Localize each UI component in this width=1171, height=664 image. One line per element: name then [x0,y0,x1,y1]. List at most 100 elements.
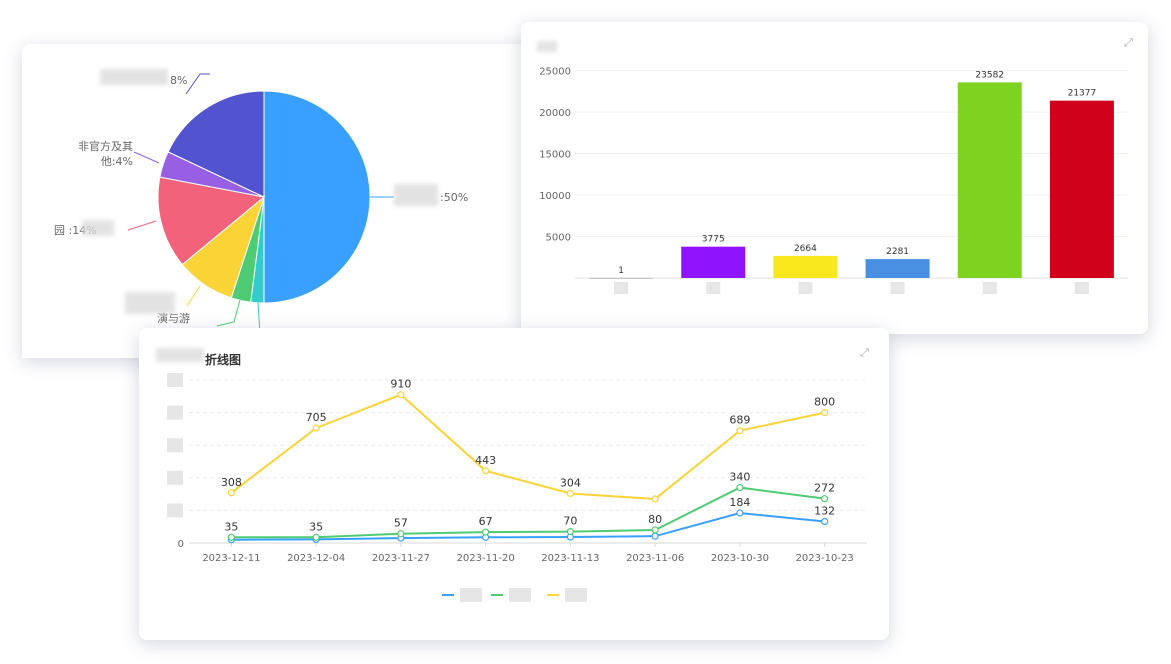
x-tick-label: 2023-11-27 [372,553,430,564]
series-line [231,511,825,541]
data-label: 272 [814,482,835,495]
data-point [736,427,744,435]
data-point [566,489,574,498]
card-title-redacted [537,41,557,52]
x-tick-label: 2023-12-11 [202,553,260,564]
x-tick-label-redacted [1074,282,1089,294]
data-point [821,495,829,503]
bar-value-label: 1 [618,266,624,276]
data-label: 67 [479,515,493,528]
pie-label: 演与游 [157,311,190,325]
y-tick-label: 25000 [539,67,571,78]
x-tick-label: 2023-12-04 [287,553,345,564]
x-tick-label: 2023-11-20 [457,553,515,564]
line-chart-card: 折线图 ⤢ 0 2023-12-11 2023-12-04 2023-11-27 202… [139,328,889,640]
bar [681,246,746,278]
data-label: 57 [394,517,408,530]
data-point [397,530,405,538]
pie-label: 8% [170,74,187,87]
pie-label: 他:4% [101,155,133,168]
bar-value-label: 21377 [1068,89,1097,99]
data-point [397,391,405,399]
data-label: 308 [221,476,242,489]
pie-chart-card: :50% 8% 非官方及其 他:4% 园 :14% 演与游 [22,44,542,358]
data-point [736,483,744,492]
data-label: 132 [814,504,835,517]
x-tick-label-redacted [890,282,905,294]
series-line [231,486,825,539]
legend-label-redacted [565,588,587,602]
x-tick-label-redacted [706,282,721,294]
y-tick-label: 0 [178,539,184,550]
bar-value-label: 2664 [794,244,817,254]
y-tick-label-redacted [167,438,183,453]
pie-label: 非官方及其 [78,139,133,153]
x-tick-label: 2023-10-23 [796,553,854,564]
redacted-label [125,292,175,314]
data-label: 80 [648,513,662,526]
data-point [651,495,659,503]
series-line [230,393,825,501]
data-point [227,533,235,541]
data-label: 443 [475,454,496,467]
data-label: 70 [563,515,577,528]
bar-value-label: 3775 [702,235,725,245]
data-point [312,424,320,432]
expand-icon[interactable]: ⤢ [1124,36,1133,49]
data-point [736,509,744,517]
pie-leader-line [216,299,241,327]
y-tick-label-redacted [167,503,183,518]
x-tick-label-redacted [798,282,813,294]
pie-leader-line [127,220,157,231]
y-tick-label: 15000 [539,150,571,161]
legend-label-redacted [509,588,531,602]
pie-leader-line [133,151,160,164]
legend-label-redacted [460,588,482,602]
data-point [312,533,320,541]
bar [957,82,1022,278]
redacted-label [100,69,168,85]
bar-chart-card: ⤢ 5000 10000 15000 20000 25000 1 3775 2664 2281 2… [521,22,1148,334]
card-title-redacted [156,348,204,362]
data-point [821,408,829,417]
data-point [227,489,235,497]
bar [865,259,930,278]
y-tick-label: 10000 [539,191,571,202]
y-tick-label-redacted [167,373,183,387]
data-point [651,526,659,534]
data-label: 689 [729,414,750,427]
pie-leader-line [186,285,201,307]
pie-leader-line [185,73,210,95]
expand-icon[interactable]: ⤢ [860,346,869,359]
y-tick-label: 20000 [539,108,571,119]
pie-label: :50% [440,191,468,204]
x-tick-label: 2023-11-06 [626,553,684,564]
data-point [566,527,574,536]
data-label: 35 [309,520,323,533]
x-tick-label: 2023-10-30 [711,553,769,564]
data-label: 705 [306,411,327,424]
x-tick-label-redacted [614,282,629,294]
pie-slice [157,176,266,266]
line-chart: 0 2023-12-11 2023-12-04 2023-11-27 2023-11-2… [167,373,867,602]
x-tick-label-redacted [982,282,997,294]
pie-slice [167,90,265,198]
bar [773,255,838,278]
bar [589,277,654,279]
data-label: 910 [390,378,411,391]
data-point [651,532,659,540]
data-point [821,517,829,526]
data-label: 340 [729,471,750,484]
bar [1049,100,1114,278]
redacted-label [394,184,438,206]
bar-value-label: 23582 [975,70,1004,80]
data-label: 800 [814,396,835,409]
data-label: 304 [560,476,581,489]
pie-slice [263,90,371,304]
bar-value-label: 2281 [886,247,909,257]
y-tick-label-redacted [167,470,183,485]
card-title: 折线图 [205,353,242,367]
data-point [482,467,490,475]
data-label: 35 [224,520,238,533]
data-label: 184 [729,496,750,509]
